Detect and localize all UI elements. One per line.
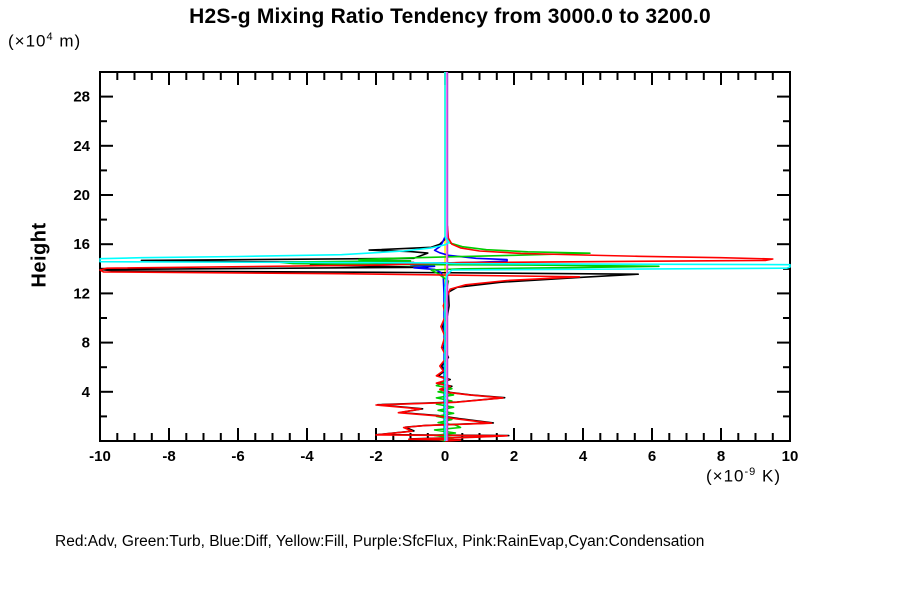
x-tick-label: 8 (717, 448, 725, 465)
x-unit-suffix: K) (756, 466, 782, 486)
y-tick-label: 28 (73, 89, 90, 106)
x-tick-label: 10 (782, 448, 799, 465)
series-adv (99, 225, 774, 442)
y-tick-label: 8 (82, 335, 90, 352)
y-tick-label: 16 (73, 236, 90, 253)
y-axis-unit-label: (×104 m) (8, 31, 81, 52)
series-diff (409, 236, 508, 442)
x-axis-unit-label: (×10-9 K) (706, 466, 781, 487)
y-unit-suffix: m) (53, 31, 82, 51)
x-tick-label: 4 (579, 448, 588, 465)
series-condensation (99, 72, 791, 441)
chart-title: H2S-g Mixing Ratio Tendency from 3000.0 … (189, 5, 711, 28)
y-tick-label: 20 (73, 187, 90, 204)
y-unit-exponent: 4 (46, 31, 54, 43)
y-axis-ticks (100, 95, 790, 418)
x-tick-label: -4 (300, 448, 314, 465)
x-tick-label: -6 (231, 448, 244, 465)
x-tick-label: 2 (510, 448, 518, 465)
y-tick-label: 12 (73, 285, 90, 302)
x-tick-label: 6 (648, 448, 656, 465)
x-tick-label: -2 (369, 448, 382, 465)
x-unit-exponent: -9 (744, 466, 757, 478)
y-tick-label: 4 (82, 384, 91, 401)
x-tick-label: 0 (441, 448, 449, 465)
x-tick-label: -8 (162, 448, 175, 465)
x-tick-label: -10 (89, 448, 111, 465)
y-tick-labels: 4 8 12 16 20 24 28 (73, 89, 90, 401)
series-color-legend: Red:Adv, Green:Turb, Blue:Diff, Yellow:F… (55, 533, 705, 550)
y-tick-label: 24 (73, 138, 90, 155)
x-tick-labels: -10 -8 -6 -4 -2 0 2 4 6 8 10 (89, 448, 798, 465)
y-unit-prefix: (×10 (8, 31, 47, 51)
x-unit-prefix: (×10 (706, 466, 745, 486)
